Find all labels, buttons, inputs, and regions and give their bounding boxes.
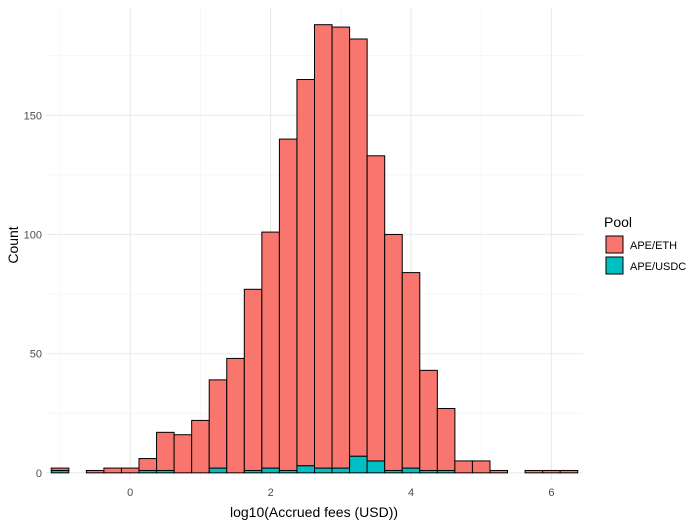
bar-ape-eth: [138, 458, 158, 471]
x-tick-label: 4: [408, 487, 414, 499]
bar-ape-eth: [454, 460, 473, 474]
histogram-bars: [50, 24, 579, 474]
legend-key-ape-eth: [605, 235, 624, 254]
bar-ape-eth: [436, 407, 456, 471]
bar-ape-eth: [85, 469, 105, 474]
y-axis-tick-labels: 0 50 100 150: [24, 110, 42, 480]
bar-ape-usdc: [296, 465, 316, 474]
bar-ape-eth: [489, 469, 509, 474]
x-axis-tick-labels: 0 2 4 6: [127, 487, 554, 499]
bar-ape-usdc: [401, 467, 421, 474]
bar-ape-usdc: [261, 467, 280, 474]
bar-ape-eth: [120, 467, 140, 474]
bar-ape-eth: [471, 460, 491, 474]
bar-ape-eth: [50, 467, 70, 471]
bar-ape-eth: [524, 469, 544, 474]
bar-ape-usdc: [331, 467, 351, 474]
x-axis-title: log10(Accrued fees (USD)): [230, 504, 398, 520]
bar-ape-eth: [191, 419, 210, 474]
legend-label: APE/ETH: [630, 240, 677, 252]
bar-ape-eth: [243, 288, 263, 471]
bar-ape-eth: [366, 155, 386, 462]
y-axis-title: Count: [5, 226, 21, 263]
bar-ape-usdc: [349, 455, 368, 474]
bar-ape-eth: [401, 272, 421, 469]
x-tick-label: 0: [127, 487, 133, 499]
bar-ape-eth: [261, 231, 280, 469]
legend-key-ape-usdc: [605, 256, 624, 275]
bar-ape-usdc: [208, 467, 228, 474]
bar-ape-eth: [103, 467, 122, 474]
x-tick-label: 6: [548, 487, 554, 499]
bar-ape-eth: [331, 26, 351, 469]
bar-ape-eth: [278, 138, 298, 471]
y-tick-label: 0: [36, 468, 42, 480]
y-tick-label: 150: [24, 110, 42, 122]
x-tick-label: 2: [268, 487, 274, 499]
legend-items: APE/ETH APE/USDC: [605, 235, 686, 275]
bar-ape-eth: [384, 233, 403, 471]
bar-ape-usdc: [314, 467, 333, 474]
bar-ape-eth: [173, 434, 193, 474]
bar-ape-eth: [156, 431, 175, 471]
bar-ape-eth: [226, 357, 245, 474]
bar-ape-eth: [559, 469, 579, 474]
y-tick-label: 100: [24, 229, 42, 241]
legend: Pool APE/ETH APE/USDC: [604, 214, 686, 275]
bar-ape-eth: [208, 379, 228, 469]
y-tick-label: 50: [30, 349, 42, 361]
bar-ape-eth: [314, 24, 333, 469]
bar-ape-eth: [419, 369, 438, 471]
bar-ape-usdc: [366, 460, 386, 474]
legend-label: APE/USDC: [630, 261, 686, 273]
bar-ape-eth: [349, 38, 368, 457]
legend-title: Pool: [604, 214, 632, 230]
bar-ape-eth: [296, 79, 316, 467]
bar-ape-eth: [542, 469, 561, 474]
